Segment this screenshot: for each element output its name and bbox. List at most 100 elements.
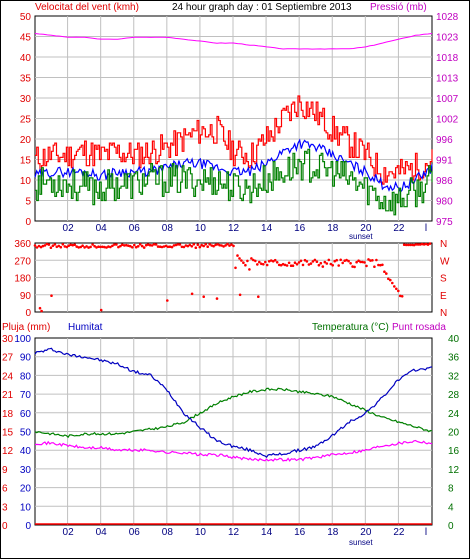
direction-point <box>381 263 384 267</box>
direction-point <box>406 243 410 247</box>
direction-point <box>101 245 104 249</box>
direction-point <box>176 243 180 246</box>
direction-point <box>212 244 215 248</box>
x-tick-p1: 22 <box>393 223 405 234</box>
pressure-y-tick: 1018 <box>436 53 459 64</box>
pressure-y-tick: 991 <box>436 156 453 167</box>
direction-point <box>416 243 420 246</box>
rain-y-tick: 24 <box>2 371 14 382</box>
rain-y-tick: 30 <box>2 334 14 345</box>
direction-point <box>331 264 335 267</box>
direction-point <box>198 245 202 249</box>
direction-point <box>43 244 47 247</box>
direction-point <box>215 297 219 300</box>
direction-y-tick: 0 <box>25 308 31 319</box>
direction-point <box>333 259 337 263</box>
x-tick-p1: 16 <box>294 223 306 234</box>
direction-point <box>410 243 414 247</box>
direction-point <box>357 259 360 263</box>
direction-point <box>335 258 339 262</box>
x-tick-p3: 18 <box>327 527 339 538</box>
tick-labels: 0202040406060808101012121414161618182020… <box>2 12 460 538</box>
direction-point <box>244 263 247 267</box>
direction-point <box>50 294 53 298</box>
direction-point <box>129 244 132 248</box>
compass-tick: E <box>440 291 447 302</box>
direction-point <box>281 262 285 266</box>
direction-point <box>170 245 174 249</box>
direction-point <box>107 245 110 248</box>
direction-point <box>291 264 295 268</box>
wind-y-tick: 30 <box>20 94 32 105</box>
direction-point <box>206 245 209 248</box>
direction-point <box>81 244 84 247</box>
direction-point <box>345 258 348 262</box>
direction-point <box>133 243 136 247</box>
rain-y-tick: 9 <box>2 465 8 476</box>
direction-point <box>202 295 205 299</box>
direction-point <box>309 262 313 265</box>
direction-point <box>414 243 418 246</box>
direction-point <box>33 244 37 247</box>
direction-point <box>136 245 140 248</box>
direction-point <box>202 244 205 248</box>
direction-point <box>232 244 235 248</box>
direction-point <box>234 266 237 270</box>
direction-y-tick: 360 <box>14 239 31 250</box>
direction-point <box>327 258 331 262</box>
wind-min-line <box>35 148 433 216</box>
direction-point <box>377 263 380 267</box>
pressure-y-tick: 980 <box>436 197 453 208</box>
sunset-label-3: sunset <box>349 538 373 547</box>
direction-point <box>57 244 61 248</box>
humidity-y-tick: 10 <box>20 502 32 513</box>
direction-point <box>317 263 321 267</box>
direction-y-tick: 180 <box>14 274 31 285</box>
direction-point <box>115 243 118 246</box>
direction-point <box>305 260 309 263</box>
direction-point <box>254 259 257 263</box>
direction-point <box>397 289 400 293</box>
humidity-y-tick: 90 <box>20 353 32 364</box>
direction-point <box>257 295 260 299</box>
direction-point <box>426 243 430 246</box>
direction-point <box>398 294 402 298</box>
rain-y-tick: 6 <box>2 484 8 495</box>
direction-point <box>222 245 225 248</box>
direction-point <box>164 244 168 248</box>
direction-point <box>228 244 231 247</box>
direction-point <box>367 258 370 261</box>
direction-point <box>59 245 63 249</box>
pressure-line <box>34 33 433 50</box>
temp-y-tick: 32 <box>448 371 460 382</box>
humidity-y-tick: 80 <box>20 371 32 382</box>
direction-point <box>182 245 186 249</box>
humidity-y-tick: 40 <box>20 446 32 457</box>
temp-y-tick: 12 <box>448 465 460 476</box>
direction-point <box>420 242 424 246</box>
direction-point <box>250 257 253 260</box>
direction-point <box>424 242 428 246</box>
x-tick-p3: l <box>425 527 427 538</box>
humidity-y-tick: 30 <box>20 465 32 476</box>
direction-point <box>45 242 49 246</box>
x-tick-p1: 04 <box>96 223 108 234</box>
humidity-y-tick: 50 <box>20 428 32 439</box>
pressure-y-tick: 1002 <box>436 115 459 126</box>
direction-point <box>353 265 356 269</box>
direction-point <box>252 258 255 262</box>
humidity-title: Humitat <box>68 322 103 333</box>
direction-point <box>156 245 160 248</box>
humidity-y-tick: 0 <box>25 521 31 532</box>
wind-y-tick: 0 <box>25 217 31 228</box>
direction-point <box>275 261 279 264</box>
direction-point <box>63 245 67 248</box>
wind-y-tick: 50 <box>20 12 32 23</box>
compass-tick: S <box>440 274 447 285</box>
rain-y-tick: 15 <box>2 428 14 439</box>
direction-point <box>295 263 299 266</box>
direction-point <box>258 260 261 264</box>
temp-y-tick: 36 <box>448 353 460 364</box>
direction-point <box>236 254 239 257</box>
direction-point <box>307 263 311 266</box>
